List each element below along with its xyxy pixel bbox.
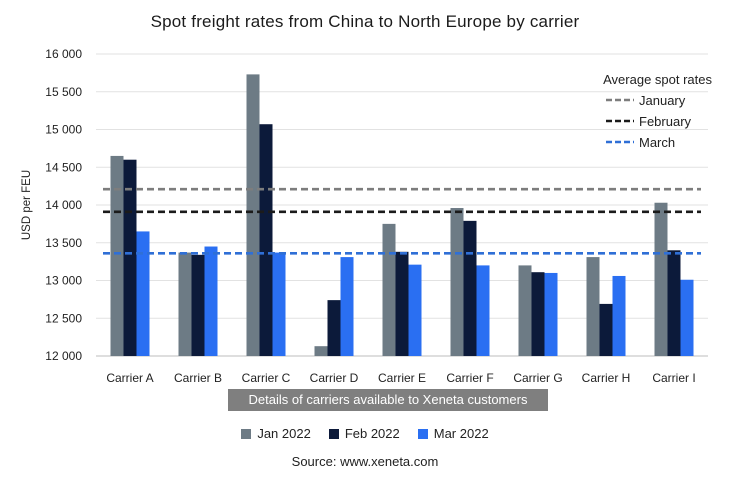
bar xyxy=(531,272,545,356)
bar xyxy=(544,272,558,356)
x-tick-label: Carrier F xyxy=(446,371,493,385)
series-legend-swatch xyxy=(241,429,252,439)
y-tick-label: 15 000 xyxy=(45,123,82,137)
bar xyxy=(518,265,532,356)
y-tick-label: 14 000 xyxy=(45,198,82,212)
x-tick-label: Carrier C xyxy=(242,371,291,385)
source-note: Source: www.xeneta.com xyxy=(291,454,439,469)
bar xyxy=(463,220,477,356)
y-tick-label: 13 500 xyxy=(45,236,82,250)
reference-lines-legend: Average spot rates January February March xyxy=(603,72,712,150)
bar xyxy=(612,275,626,356)
x-axis-label-banner: Details of carriers available to Xeneta … xyxy=(228,389,548,411)
bar-chart: 12 000 12 500 13 000 13 500 14 000 14 500 15 0… xyxy=(21,47,712,385)
bar xyxy=(259,124,273,356)
reference-legend-label: January xyxy=(639,93,686,108)
series-legend-swatch xyxy=(417,429,428,439)
x-tick-label: Carrier I xyxy=(652,371,695,385)
bar xyxy=(204,246,218,356)
y-tick-labels: 12 000 12 500 13 000 13 500 14 000 14 500 15 0… xyxy=(45,47,82,363)
series-legend-swatch xyxy=(328,429,339,439)
bar xyxy=(123,159,137,356)
x-tick-label: Carrier H xyxy=(582,371,631,385)
bar xyxy=(476,265,490,356)
y-axis-label: USD per FEU xyxy=(21,170,33,240)
series-legend-label: Mar 2022 xyxy=(433,426,489,441)
series-legend-item: Jan 2022 xyxy=(241,426,311,441)
bar xyxy=(314,346,328,356)
bar xyxy=(654,202,668,356)
bar xyxy=(395,251,409,356)
x-tick-label: Carrier D xyxy=(310,371,359,385)
reference-lines xyxy=(103,187,701,255)
y-tick-label: 12 000 xyxy=(45,349,82,363)
y-tick-label: 15 500 xyxy=(45,85,82,99)
reference-legend-label: February xyxy=(639,114,692,129)
reference-legend-title: Average spot rates xyxy=(603,72,712,87)
y-tick-label: 14 500 xyxy=(45,160,82,174)
x-tick-labels: Carrier A Carrier B Carrier C Carrier D Carr… xyxy=(106,371,695,385)
x-tick-label: Carrier E xyxy=(378,371,426,385)
bar xyxy=(178,252,192,356)
bar xyxy=(272,252,286,356)
bar xyxy=(450,208,464,356)
y-tick-label: 13 000 xyxy=(45,274,82,288)
x-tick-label: Carrier A xyxy=(106,371,153,385)
series-legend-item: Mar 2022 xyxy=(417,426,489,441)
chart-title: Spot freight rates from China to North E… xyxy=(150,12,580,31)
bar xyxy=(408,264,422,356)
y-tick-label: 16 000 xyxy=(45,47,82,61)
series-legend: Jan 2022 Feb 2022 Mar 2022 xyxy=(0,426,730,441)
series-legend-label: Jan 2022 xyxy=(257,426,311,441)
bar xyxy=(246,74,260,356)
bar xyxy=(340,257,354,356)
bars xyxy=(110,74,694,356)
bar xyxy=(382,223,396,356)
bar xyxy=(586,257,600,356)
series-legend-item: Feb 2022 xyxy=(328,426,400,441)
bar xyxy=(667,250,681,356)
reference-legend-label: March xyxy=(639,135,675,150)
y-tick-label: 12 500 xyxy=(45,311,82,325)
bar xyxy=(599,303,613,356)
bar xyxy=(110,155,124,356)
bar xyxy=(680,279,694,356)
x-tick-label: Carrier G xyxy=(513,371,562,385)
series-legend-label: Feb 2022 xyxy=(344,426,400,441)
bar xyxy=(327,300,341,356)
bar xyxy=(191,254,205,356)
x-tick-label: Carrier B xyxy=(174,371,222,385)
bar xyxy=(136,231,150,356)
